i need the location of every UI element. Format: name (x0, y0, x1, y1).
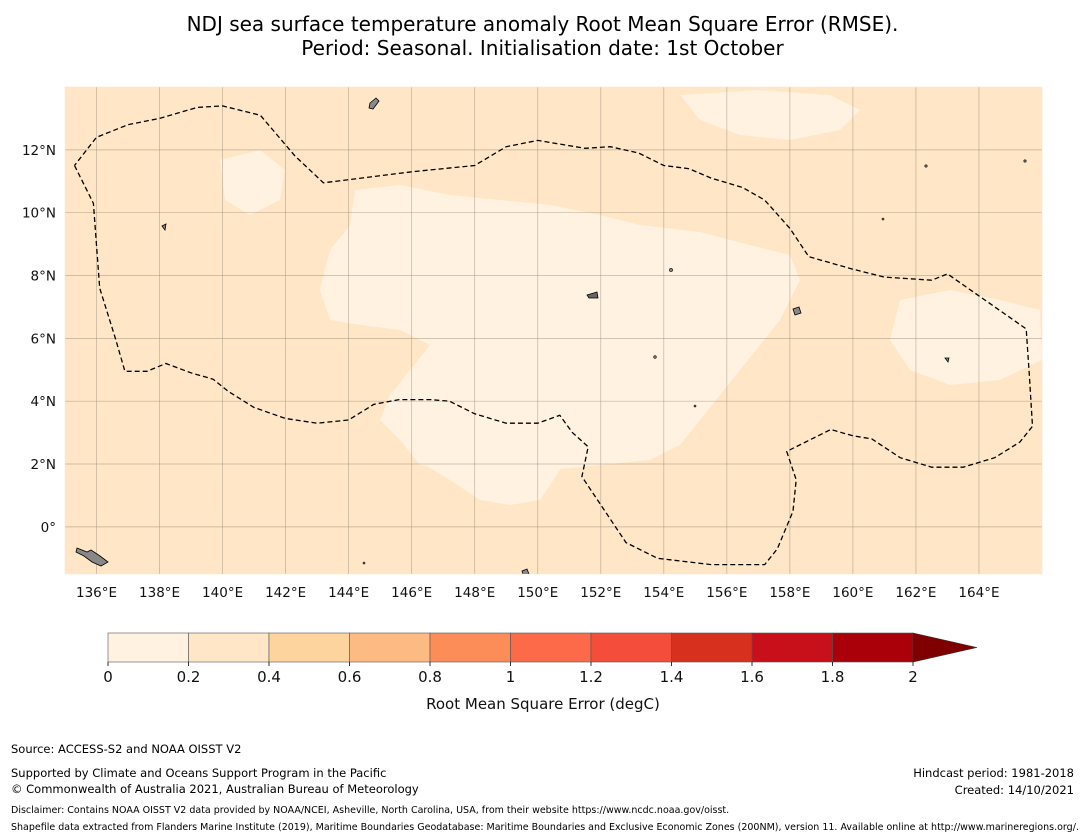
x-tick-label: 142°E (265, 585, 306, 601)
x-tick-label: 136°E (76, 585, 117, 601)
colorbar-tick-label: 1.6 (740, 668, 764, 686)
island (161, 223, 167, 231)
island (1023, 159, 1027, 163)
island (362, 561, 366, 565)
x-tick-label: 164°E (958, 585, 999, 601)
island (944, 357, 950, 363)
colorbar-tick-label: 1.4 (660, 668, 684, 686)
island (586, 291, 599, 299)
y-tick-label: 12°N (22, 143, 56, 159)
x-tick-label: 138°E (139, 585, 180, 601)
y-tick-label: 10°N (22, 206, 56, 222)
island (924, 164, 928, 168)
colorbar-segment (832, 632, 914, 663)
x-tick-label: 148°E (454, 585, 495, 601)
islands (75, 97, 1027, 574)
x-tick-label: 152°E (580, 585, 621, 601)
colorbar-segment (107, 632, 189, 663)
island (792, 306, 802, 316)
colorbar-tick-label: 1 (506, 668, 516, 686)
colorbar-segment (188, 632, 270, 663)
colorbar-tick-label: 1.2 (579, 668, 603, 686)
colorbar-tick-label: 0.6 (338, 668, 362, 686)
y-tick-label: 4°N (31, 394, 56, 410)
colorbar-tick-label: 0 (103, 668, 113, 686)
x-tick-label: 162°E (895, 585, 936, 601)
island (881, 217, 885, 221)
colorbar-segment (429, 632, 511, 663)
chart-title-line-1: NDJ sea surface temperature anomaly Root… (186, 12, 899, 36)
low-rmse-region (320, 185, 800, 470)
x-tick-label: 150°E (517, 585, 558, 601)
y-axis-ticks: 0° 2°N 4°N 6°N 8°N 10°N 12°N (22, 143, 56, 536)
x-tick-label: 140°E (202, 585, 243, 601)
colorbar: 0 0.2 0.4 0.6 0.8 1 1.2 1.4 1.6 1.8 2 (103, 632, 978, 686)
colorbar-segment (510, 632, 592, 663)
island (669, 268, 673, 272)
island (75, 547, 109, 567)
shapefile-text: Shapefile data extracted from Flanders M… (11, 822, 1079, 833)
colorbar-tick-label: 0.2 (177, 668, 201, 686)
x-tick-label: 160°E (832, 585, 873, 601)
colorbar-tick-label: 0.4 (257, 668, 281, 686)
chart-title-line-2: Period: Seasonal. Initialisation date: 1… (301, 36, 784, 60)
y-tick-label: 8°N (31, 269, 56, 285)
low-rmse-region (420, 425, 560, 505)
disclaimer-text: Disclaimer: Contains NOAA OISST V2 data … (11, 805, 730, 816)
x-tick-label: 154°E (643, 585, 684, 601)
eez-boundary (73, 105, 1034, 566)
x-tick-label: 146°E (391, 585, 432, 601)
low-rmse-region (680, 90, 860, 140)
y-tick-label: 0° (41, 520, 56, 536)
colorbar-segment (751, 632, 833, 663)
map-gridlines (65, 87, 1042, 574)
x-tick-label: 158°E (769, 585, 810, 601)
y-tick-label: 6°N (31, 331, 56, 347)
x-tick-label: 144°E (328, 585, 369, 601)
island (693, 404, 697, 408)
x-tick-label: 156°E (706, 585, 747, 601)
y-tick-label: 2°N (31, 457, 56, 473)
supported-text: Supported by Climate and Oceans Support … (11, 766, 387, 780)
hindcast-text: Hindcast period: 1981-2018 (913, 766, 1074, 780)
colorbar-tick-label: 0.8 (418, 668, 442, 686)
source-text: Source: ACCESS-S2 and NOAA OISST V2 (11, 742, 242, 756)
island (368, 97, 380, 110)
island (653, 355, 657, 359)
colorbar-segment (268, 632, 350, 663)
colorbar-extend-arrow (912, 632, 978, 663)
x-axis-ticks: 136°E 138°E 140°E 142°E 144°E 146°E 148°E 150°E… (76, 585, 1000, 601)
low-rmse-region (220, 150, 285, 215)
created-text: Created: 14/10/2021 (954, 783, 1074, 797)
colorbar-segment (349, 632, 431, 663)
colorbar-label: Root Mean Square Error (degC) (426, 695, 660, 713)
island (521, 568, 530, 574)
colorbar-segment (590, 632, 672, 663)
colorbar-tick-label: 1.8 (821, 668, 845, 686)
colorbar-tick-label: 2 (908, 668, 918, 686)
colorbar-segment (671, 632, 753, 663)
copyright-text: © Commonwealth of Australia 2021, Austra… (11, 782, 419, 796)
